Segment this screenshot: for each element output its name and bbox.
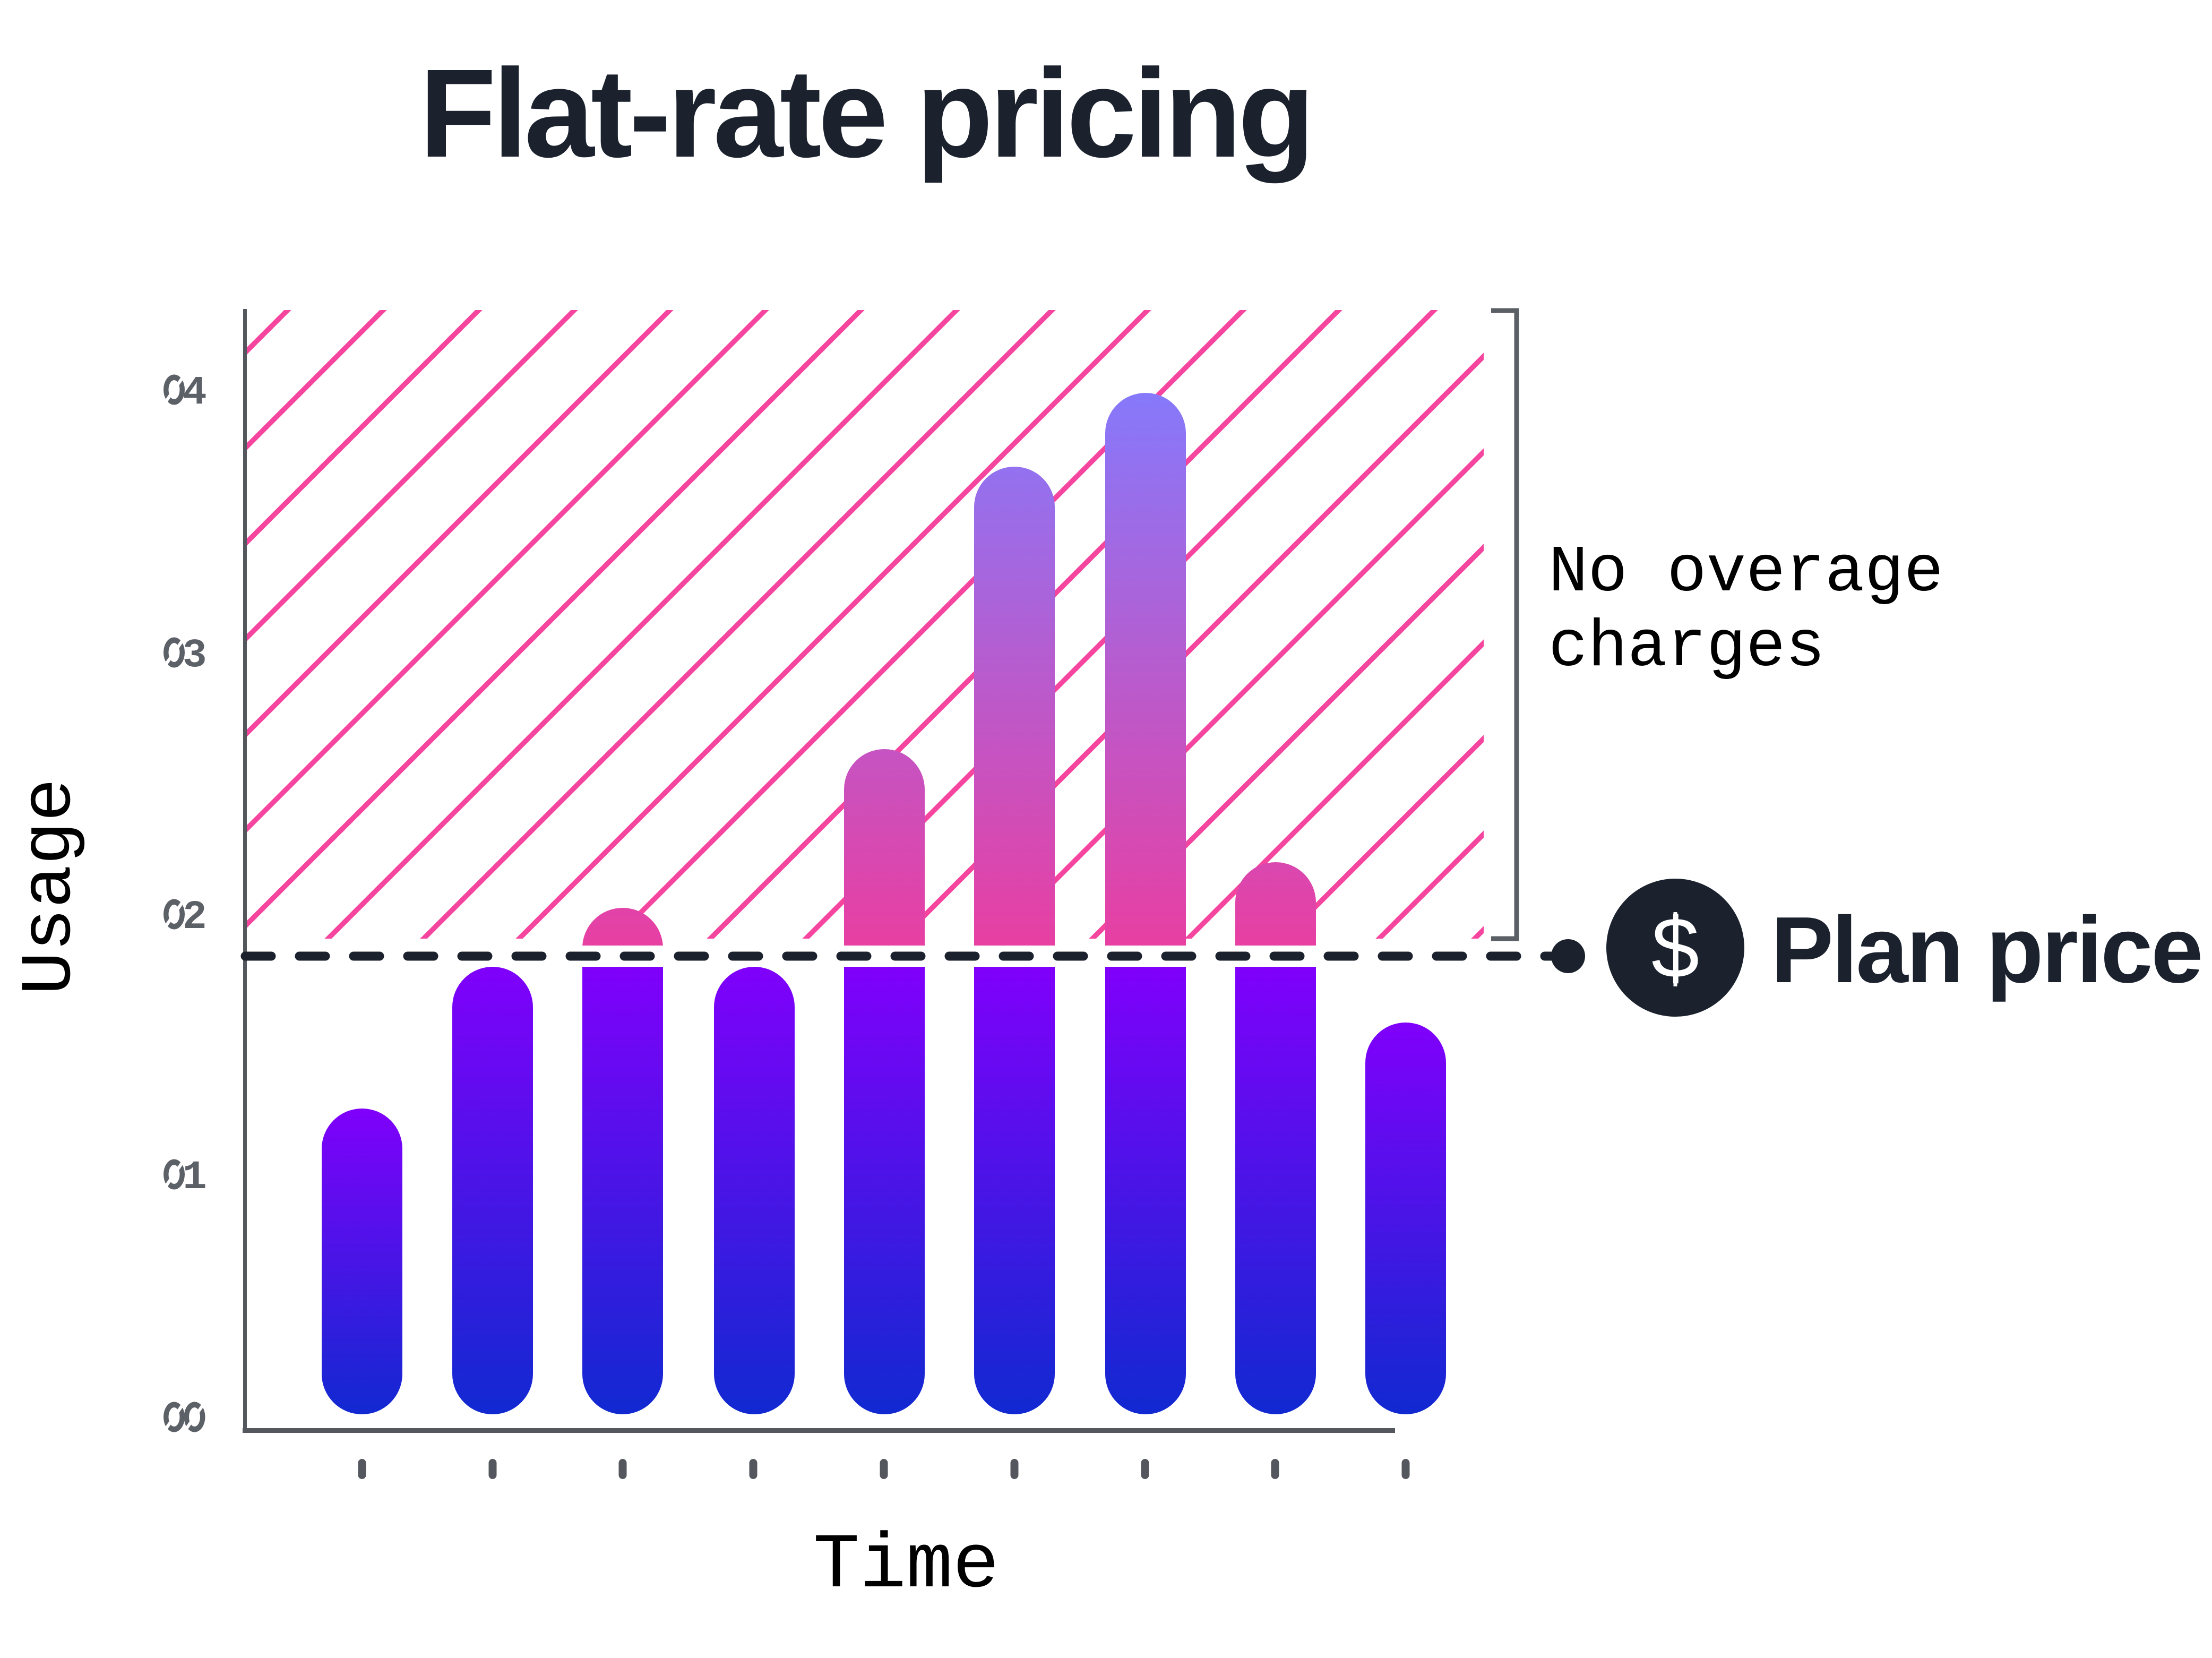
svg-text:Usage: Usage [10, 778, 91, 995]
svg-text:3: 3 [183, 633, 207, 678]
svg-text:Plan price: Plan price [1771, 897, 2201, 1002]
svg-text:charges: charges [1548, 611, 1825, 685]
svg-text:4: 4 [183, 370, 207, 416]
svg-text:2: 2 [183, 895, 207, 940]
svg-text:Flat-rate pricing: Flat-rate pricing [419, 43, 1311, 184]
svg-text:Time: Time [813, 1522, 999, 1610]
svg-text:1: 1 [183, 1155, 207, 1200]
svg-text:No overage: No overage [1548, 536, 1943, 611]
